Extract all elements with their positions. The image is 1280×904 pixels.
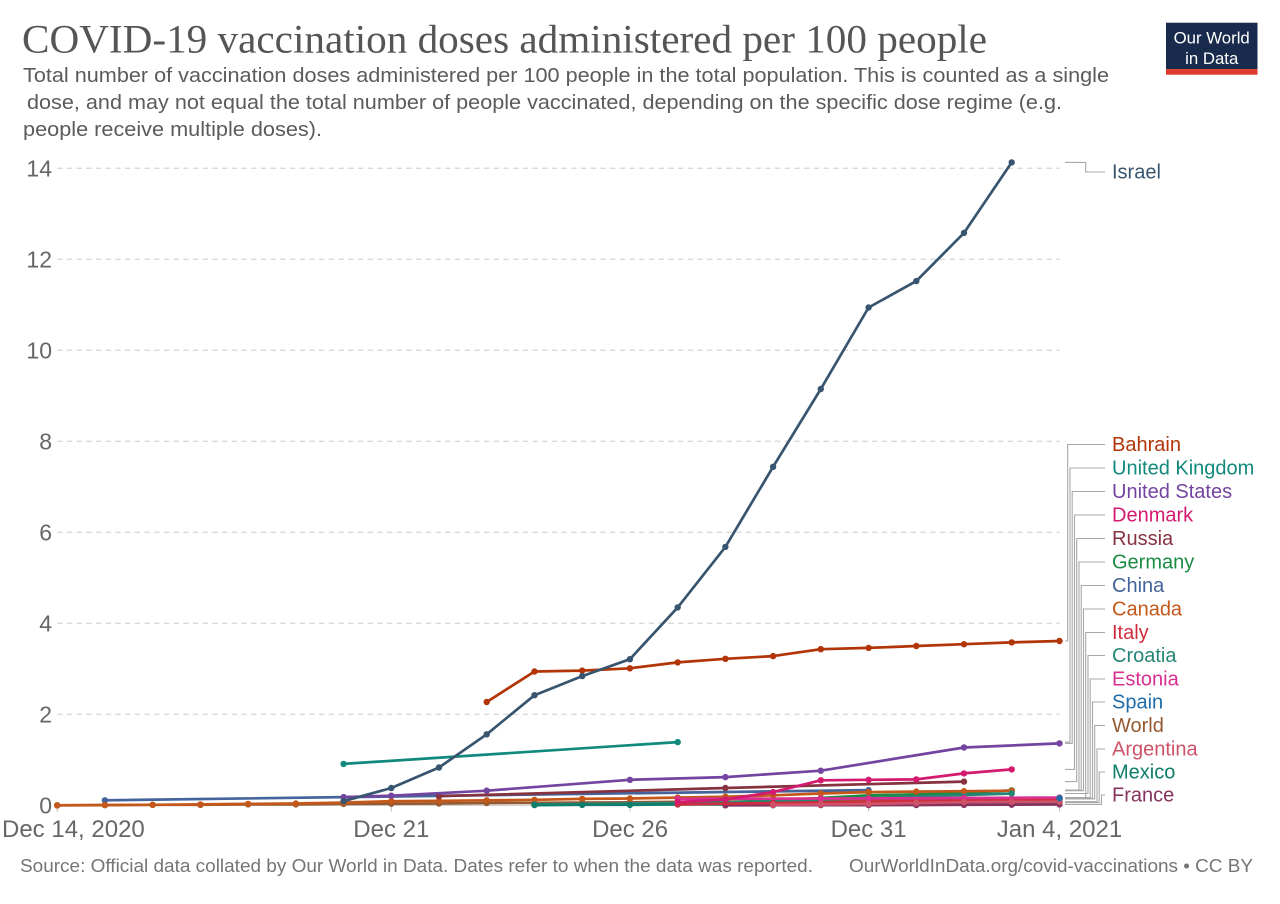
- svg-text:Germany: Germany: [1112, 552, 1194, 574]
- svg-text:Our World: Our World: [1174, 29, 1250, 48]
- svg-text:France: France: [1112, 785, 1174, 807]
- svg-text:Bahrain: Bahrain: [1112, 434, 1181, 456]
- svg-text:China: China: [1112, 575, 1165, 597]
- svg-text:Total number of vaccination do: Total number of vaccination doses admini…: [23, 65, 1109, 87]
- svg-text:United States: United States: [1112, 481, 1232, 503]
- svg-text:8: 8: [39, 428, 52, 454]
- svg-text:Source: Official data collated: Source: Official data collated by Our Wo…: [20, 856, 813, 876]
- svg-text:World: World: [1112, 715, 1164, 737]
- svg-text:United Kingdom: United Kingdom: [1112, 458, 1254, 480]
- svg-text:Italy: Italy: [1112, 622, 1149, 644]
- svg-text:Dec 31: Dec 31: [831, 816, 907, 843]
- svg-text:dose, and may not equal the to: dose, and may not equal the total number…: [27, 92, 1062, 114]
- svg-text:10: 10: [26, 337, 52, 363]
- svg-text:Denmark: Denmark: [1112, 505, 1194, 527]
- svg-text:4: 4: [39, 610, 52, 636]
- svg-text:Croatia: Croatia: [1112, 645, 1177, 667]
- svg-text:OurWorldInData.org/covid-vacci: OurWorldInData.org/covid-vaccinations • …: [849, 856, 1253, 876]
- svg-text:2: 2: [39, 701, 52, 727]
- svg-text:Spain: Spain: [1112, 692, 1163, 714]
- svg-text:Israel: Israel: [1112, 162, 1161, 184]
- svg-text:Mexico: Mexico: [1112, 762, 1175, 784]
- svg-text:12: 12: [26, 246, 52, 272]
- svg-text:6: 6: [39, 519, 52, 545]
- svg-text:people receive multiple doses): people receive multiple doses).: [23, 119, 322, 141]
- svg-text:0: 0: [39, 792, 52, 818]
- svg-text:Dec 14, 2020: Dec 14, 2020: [2, 816, 145, 843]
- svg-text:Canada: Canada: [1112, 599, 1183, 621]
- svg-text:14: 14: [26, 155, 52, 181]
- svg-text:Russia: Russia: [1112, 528, 1174, 550]
- svg-text:Dec 26: Dec 26: [592, 816, 668, 843]
- svg-text:in Data: in Data: [1185, 49, 1239, 68]
- svg-text:Estonia: Estonia: [1112, 669, 1180, 691]
- svg-text:COVID-19 vaccination doses adm: COVID-19 vaccination doses administered …: [22, 17, 987, 62]
- svg-text:Dec 21: Dec 21: [353, 816, 429, 843]
- svg-text:Jan 4, 2021: Jan 4, 2021: [997, 816, 1122, 843]
- svg-text:Argentina: Argentina: [1112, 739, 1198, 761]
